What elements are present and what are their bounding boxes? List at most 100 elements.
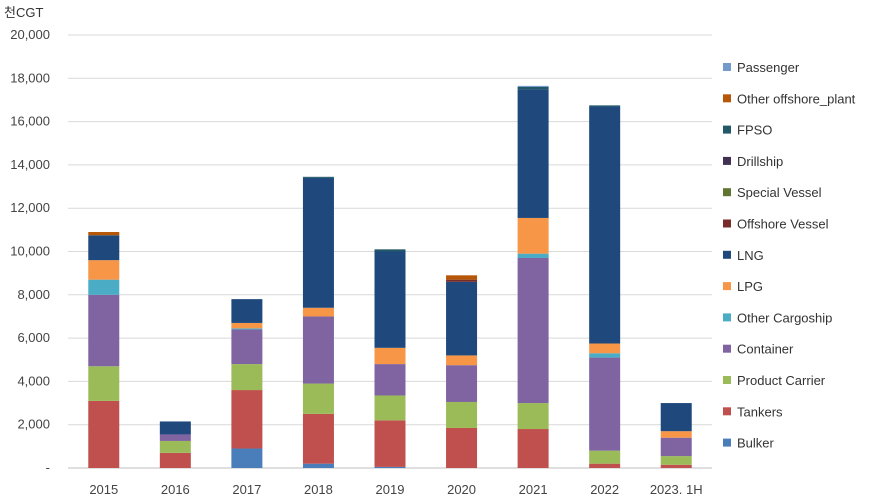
x-tick-label: 2018: [304, 482, 333, 497]
bar-segment: [589, 343, 621, 354]
legend: Passenger Other offshore_plant FPSO Drillsh…: [723, 60, 856, 451]
y-tick-label: 10,000: [10, 244, 50, 259]
bars: [88, 85, 692, 468]
legend-swatch: [723, 344, 731, 353]
legend-swatch: [723, 63, 731, 71]
bar-segment: [660, 431, 692, 438]
bar-segment: [517, 217, 549, 254]
bar-segment: [660, 437, 692, 457]
legend-swatch: [723, 94, 731, 103]
y-tick-label: 18,000: [10, 70, 50, 85]
bar-segment: [374, 347, 406, 365]
y-tick-label: 16,000: [10, 114, 50, 129]
legend-swatch: [723, 282, 731, 291]
bar-segment: [231, 448, 263, 468]
legend-item: Other Cargoship: [723, 310, 832, 325]
bar-segment: [231, 390, 263, 449]
bar-segment: [589, 353, 621, 358]
x-tick-label: 2019: [376, 482, 405, 497]
legend-item: Passenger: [723, 60, 800, 75]
bar-segment: [517, 429, 549, 468]
bar-segment: [302, 383, 334, 414]
bar-segment: [446, 427, 478, 468]
bar-segment: [517, 253, 549, 258]
y-tick-label: -: [46, 460, 50, 475]
bar-segment: [302, 307, 334, 317]
legend-label: Special Vessel: [737, 185, 822, 200]
legend-label: Container: [737, 342, 794, 357]
bar-segment: [159, 421, 191, 435]
legend-swatch: [723, 376, 731, 384]
bar-segment: [660, 456, 692, 465]
y-axis-unit-label: 천CGT: [4, 5, 43, 20]
x-tick-label: 2016: [161, 482, 190, 497]
y-tick-label: 8,000: [17, 287, 50, 302]
bar-segment: [446, 401, 478, 428]
bar-segment: [374, 249, 406, 252]
bar-segment: [231, 364, 263, 391]
bar-segment: [374, 395, 406, 421]
bar-segment: [374, 420, 406, 467]
legend-item: Container: [723, 342, 794, 357]
bar-segment: [589, 450, 621, 464]
legend-item: Tankers: [723, 404, 783, 419]
legend-swatch: [723, 250, 731, 259]
bar-segment: [159, 440, 191, 453]
legend-swatch: [723, 313, 731, 322]
bar-segment: [231, 299, 263, 323]
legend-item: Other offshore_plant: [723, 91, 856, 106]
bar-segment: [517, 86, 549, 90]
bar-segment: [374, 466, 406, 468]
bar-segment: [446, 365, 478, 402]
bar-segment: [88, 400, 120, 468]
legend-label: Passenger: [737, 60, 800, 75]
bar-segment: [302, 413, 334, 464]
y-tick-label: 6,000: [17, 330, 50, 345]
y-tick-label: 12,000: [10, 200, 50, 215]
y-tick-label: 20,000: [10, 27, 50, 42]
legend-label: Product Carrier: [737, 373, 826, 388]
legend-item: FPSO: [723, 123, 772, 138]
legend-label: FPSO: [737, 123, 772, 138]
x-axis-ticks: 2015 2016 2017 2018 2019 2020 2021 2022 2023. 1H: [89, 482, 702, 497]
bar-segment: [374, 251, 406, 348]
bar-segment: [88, 260, 120, 280]
bar-segment: [88, 232, 120, 236]
bar-segment: [88, 294, 120, 367]
legend-label: LNG: [737, 248, 764, 263]
bar-segment: [517, 403, 549, 430]
bar-segment: [589, 357, 621, 451]
legend-item: LPG: [723, 279, 763, 294]
legend-swatch: [723, 125, 731, 134]
bar-segment: [660, 403, 692, 432]
y-tick-label: 4,000: [17, 373, 50, 388]
bar-segment: [302, 176, 334, 178]
bar-segment: [231, 329, 263, 365]
bar-segment: [88, 235, 120, 261]
legend-swatch: [723, 438, 731, 447]
legend-item: Special Vessel: [723, 185, 822, 200]
legend-label: Tankers: [737, 404, 783, 419]
bar-segment: [589, 106, 621, 344]
x-tick-label: 2015: [89, 482, 118, 497]
bar-segment: [446, 355, 478, 366]
bar-segment: [517, 85, 549, 87]
legend-swatch: [723, 188, 731, 197]
legend-swatch: [723, 407, 731, 416]
bar-segment: [517, 89, 549, 218]
bar-segment: [660, 464, 692, 468]
x-tick-label: 2022: [590, 482, 619, 497]
legend-item: LNG: [723, 248, 764, 263]
bar-segment: [517, 257, 549, 404]
bar-segment: [446, 275, 478, 280]
bar-segment: [589, 463, 621, 468]
x-tick-label: 2021: [519, 482, 548, 497]
legend-item: Offshore Vessel: [723, 217, 829, 232]
x-tick-label: 2017: [232, 482, 261, 497]
bar-segment: [589, 105, 621, 107]
legend-label: Other Cargoship: [737, 310, 832, 325]
y-tick-label: 14,000: [10, 157, 50, 172]
legend-swatch: [723, 156, 731, 165]
bar-segment: [302, 177, 334, 308]
